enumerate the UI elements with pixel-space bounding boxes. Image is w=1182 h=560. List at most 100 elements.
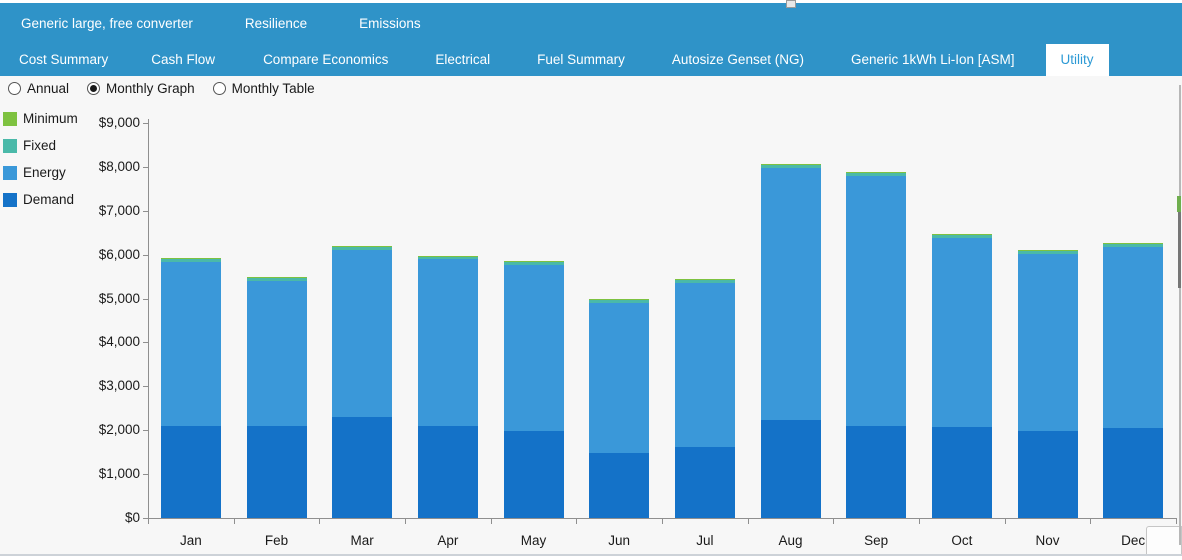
tab-cost-summary[interactable]: Cost Summary: [19, 52, 109, 67]
legend-item-demand: Demand: [3, 192, 78, 207]
x-axis-line: [148, 518, 1177, 519]
bar-may-minimum[interactable]: [503, 260, 564, 262]
bar-oct-energy[interactable]: [931, 238, 992, 427]
bar-dec-fixed[interactable]: [1103, 244, 1164, 248]
bar-apr-energy[interactable]: [417, 259, 478, 426]
x-tick-label-jan: Jan: [179, 533, 202, 548]
bar-aug-fixed[interactable]: [760, 165, 821, 169]
bar-mar-demand[interactable]: [332, 417, 393, 518]
bar-jul-fixed[interactable]: [674, 280, 735, 284]
bar-mar-energy[interactable]: [332, 250, 393, 418]
right-scrollbar-track[interactable]: [1179, 85, 1181, 545]
legend-swatch-demand: [3, 192, 17, 207]
bar-sep-demand[interactable]: [846, 426, 907, 518]
bar-apr-fixed[interactable]: [417, 256, 478, 260]
radio-label: Monthly Graph: [106, 81, 195, 96]
x-tick-mark: [319, 519, 321, 524]
y-tick-mark: [143, 386, 148, 388]
tab-compare-economics[interactable]: Compare Economics: [263, 52, 389, 67]
radio-circle-annual[interactable]: [8, 82, 21, 95]
component-tab-row: Generic large, free converter Resilience E…: [0, 3, 1182, 44]
bar-jan-fixed[interactable]: [160, 259, 221, 263]
y-tick-mark: [143, 298, 148, 300]
tab-generic-1kwh-li-ion-asm[interactable]: Generic 1kWh Li-Ion [ASM]: [850, 52, 1015, 67]
x-tick-label-jul: Jul: [696, 533, 714, 548]
bar-sep-fixed[interactable]: [846, 173, 907, 177]
bar-feb-demand[interactable]: [246, 425, 307, 518]
tab-autosize-genset-ng[interactable]: Autosize Genset (NG): [671, 52, 804, 67]
tab-resilience[interactable]: Resilience: [244, 16, 308, 31]
bar-nov-energy[interactable]: [1017, 254, 1078, 432]
bar-feb-minimum[interactable]: [246, 277, 307, 279]
window-top-edge: [0, 0, 1182, 3]
radio-option-monthly-table[interactable]: Monthly Table: [212, 81, 315, 96]
bar-jan-minimum[interactable]: [160, 258, 221, 260]
bar-may-demand[interactable]: [503, 431, 564, 518]
y-tick-label: $5,000: [98, 290, 140, 306]
x-tick-label-jun: Jun: [608, 533, 631, 548]
bar-mar-fixed[interactable]: [332, 247, 393, 251]
tab-generic-large-free-converter[interactable]: Generic large, free converter: [21, 16, 193, 31]
bar-mar-minimum[interactable]: [332, 246, 393, 248]
bar-jun-fixed[interactable]: [589, 299, 650, 303]
legend-label: Fixed: [23, 138, 57, 153]
x-tick-mark: [1176, 519, 1177, 524]
y-tick-label: $2,000: [98, 422, 140, 438]
bar-apr-minimum[interactable]: [417, 255, 478, 257]
window-bottom-edge: [0, 554, 1182, 560]
y-tick-mark: [143, 518, 148, 519]
bar-jun-energy[interactable]: [589, 302, 650, 453]
radio-circle-monthly-graph-selected[interactable]: [87, 82, 101, 95]
radio-circle-monthly-table[interactable]: [212, 82, 226, 95]
bar-jun-minimum[interactable]: [589, 298, 650, 300]
bar-sep-energy[interactable]: [846, 176, 907, 427]
bar-oct-minimum[interactable]: [931, 234, 992, 236]
tab-fuel-summary[interactable]: Fuel Summary: [537, 52, 625, 67]
bar-jun-demand[interactable]: [589, 452, 650, 518]
bar-apr-demand[interactable]: [417, 425, 478, 518]
radio-label: Annual: [27, 81, 70, 96]
tab-header: Generic large, free converter Resilience E…: [0, 3, 1182, 76]
bar-sep-minimum[interactable]: [846, 172, 907, 174]
bar-nov-fixed[interactable]: [1017, 251, 1078, 255]
view-mode-options: Annual Monthly Graph Monthly Table: [8, 81, 327, 96]
y-tick-label: $9,000: [98, 115, 140, 130]
bar-nov-minimum[interactable]: [1017, 250, 1078, 252]
x-tick-mark: [1090, 519, 1092, 524]
bar-feb-energy[interactable]: [246, 281, 307, 426]
bar-may-fixed[interactable]: [503, 261, 564, 265]
right-scrollbar-thumb[interactable]: [1178, 212, 1181, 288]
bar-oct-fixed[interactable]: [931, 235, 992, 239]
y-tick-mark: [143, 210, 148, 212]
bar-feb-fixed[interactable]: [246, 278, 307, 282]
x-tick-label-sep: Sep: [864, 533, 889, 548]
bar-jul-minimum[interactable]: [674, 279, 735, 281]
radio-option-annual[interactable]: Annual: [8, 81, 69, 96]
bar-nov-demand[interactable]: [1017, 431, 1078, 518]
tab-electrical[interactable]: Electrical: [435, 52, 491, 67]
x-tick-mark: [576, 519, 578, 524]
bar-aug-demand[interactable]: [760, 420, 821, 518]
bar-jul-energy[interactable]: [674, 283, 735, 448]
bar-dec-minimum[interactable]: [1103, 243, 1164, 245]
y-tick-label: $1,000: [98, 466, 140, 482]
x-tick-mark: [405, 519, 406, 524]
window-top-widget: [786, 0, 796, 8]
chart-legend: Minimum Fixed Energy Demand: [3, 111, 78, 219]
bar-dec-demand[interactable]: [1103, 428, 1164, 518]
tab-utility[interactable]: Utility: [1045, 44, 1109, 76]
bar-jan-energy[interactable]: [160, 262, 221, 426]
bar-aug-minimum[interactable]: [760, 164, 821, 166]
tab-cash-flow[interactable]: Cash Flow: [151, 52, 216, 67]
bar-dec-energy[interactable]: [1103, 247, 1164, 429]
radio-option-monthly-graph[interactable]: Monthly Graph: [87, 81, 195, 96]
bar-aug-energy[interactable]: [760, 168, 821, 421]
bar-may-energy[interactable]: [503, 264, 564, 432]
bar-oct-demand[interactable]: [931, 426, 992, 518]
bar-jul-demand[interactable]: [674, 447, 735, 518]
legend-item-minimum: Minimum: [3, 111, 78, 126]
x-tick-mark: [833, 519, 835, 524]
bar-jan-demand[interactable]: [160, 425, 221, 518]
tab-emissions[interactable]: Emissions: [359, 16, 421, 31]
